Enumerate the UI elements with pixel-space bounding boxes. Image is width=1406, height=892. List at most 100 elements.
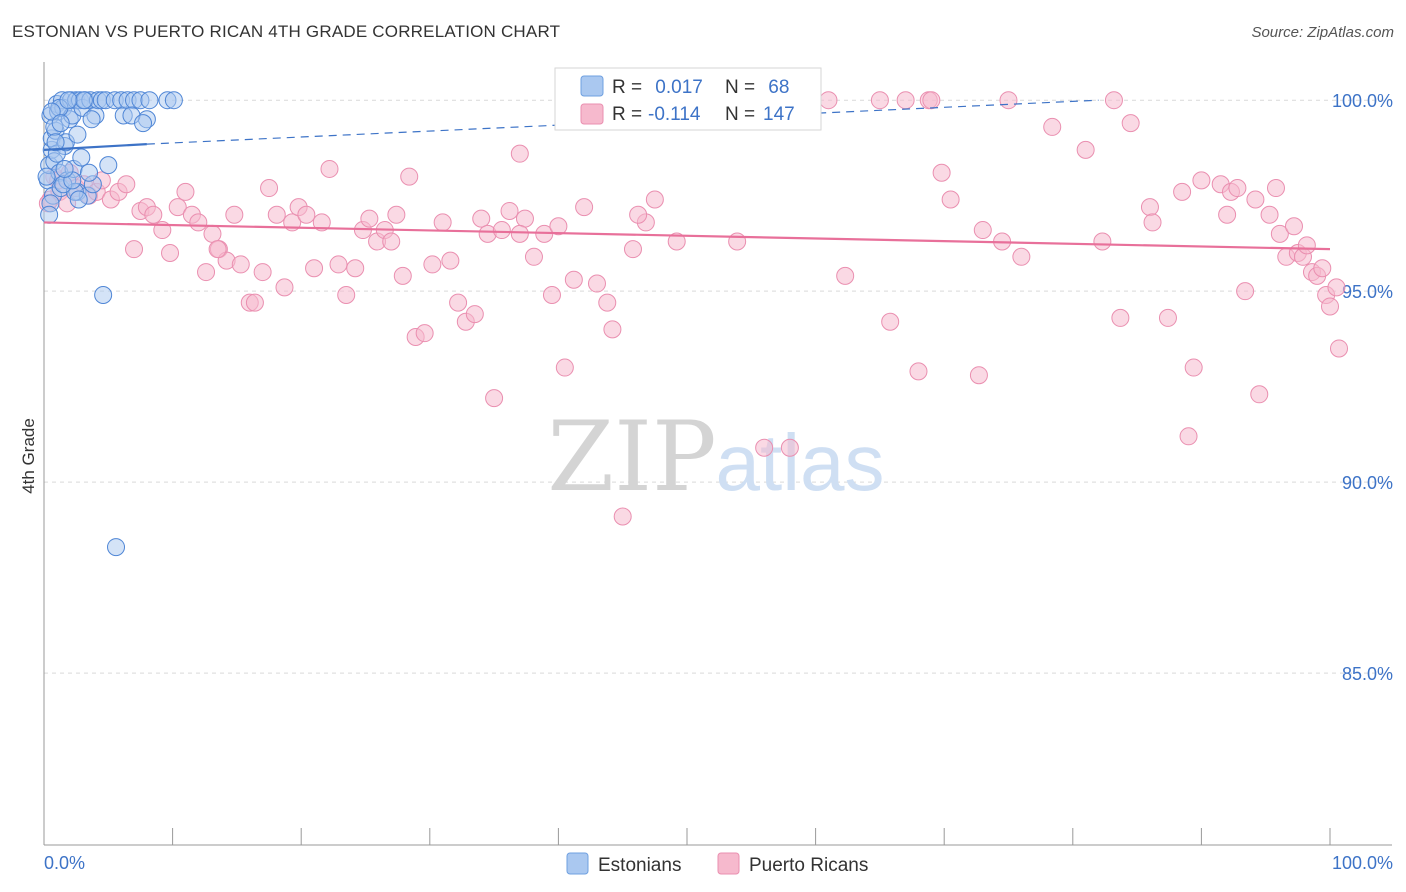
puerto-rican-point [189, 213, 208, 232]
legend-swatch-estonians [580, 75, 604, 97]
puerto-rican-point [231, 255, 250, 274]
puerto-rican-point [260, 179, 279, 198]
puerto-rican-point [465, 305, 484, 324]
puerto-rican-point [208, 240, 227, 259]
estonian-point [37, 167, 56, 186]
puerto-rican-point [1246, 190, 1265, 209]
legend-swatch-puerto-ricans [580, 103, 604, 125]
puerto-rican-point [492, 221, 511, 240]
bottom-legend-puerto-ricans: Puerto Ricans [749, 855, 868, 876]
puerto-rican-point [870, 91, 889, 110]
puerto-rican-point [603, 320, 622, 339]
watermark-atlas: atlas [716, 418, 885, 507]
puerto-rican-point [1192, 171, 1211, 190]
puerto-rican-point [275, 278, 294, 297]
puerto-rican-point [1111, 308, 1130, 327]
puerto-rican-point [415, 324, 434, 343]
estonian-point [55, 159, 74, 178]
puerto-rican-point [312, 213, 331, 232]
puerto-rican-point [1218, 205, 1237, 224]
puerto-rican-point [1270, 224, 1289, 243]
puerto-rican-point [329, 255, 348, 274]
puerto-rican-point [1313, 259, 1332, 278]
x-tick-label: 0.0% [44, 853, 85, 873]
puerto-rican-point [144, 205, 163, 224]
y-tick-label: 100.0% [1332, 91, 1393, 111]
puerto-rican-point [449, 293, 468, 312]
estonian-point [99, 156, 118, 175]
puerto-rican-point [969, 366, 988, 385]
puerto-rican-point [117, 175, 136, 194]
puerto-rican-point [441, 251, 460, 270]
watermark: ZIP atlas [547, 401, 884, 513]
bottom-legend-estonians: Estonians [598, 855, 681, 876]
puerto-rican-point [999, 91, 1018, 110]
y-axis-label: 4th Grade [19, 418, 38, 494]
puerto-rican-point [909, 362, 928, 381]
puerto-rican-point [515, 209, 534, 228]
estonian-point [94, 285, 113, 304]
puerto-rican-point [881, 312, 900, 331]
chart-title: ESTONIAN VS PUERTO RICAN 4TH GRADE CORRE… [12, 22, 561, 41]
estonian-point [46, 133, 65, 152]
puerto-rican-point [973, 221, 992, 240]
puerto-rican-point [598, 293, 617, 312]
puerto-rican-point [472, 209, 491, 228]
puerto-rican-point [1260, 205, 1279, 224]
puerto-rican-point [1158, 308, 1177, 327]
bottom-legend-swatch-puerto-ricans [717, 852, 740, 875]
puerto-rican-point [337, 285, 356, 304]
bottom-legend: Estonians Puerto Ricans [566, 852, 868, 876]
legend-n-label-1: N = [725, 77, 755, 98]
puerto-rican-point [1121, 114, 1140, 133]
chart-source: Source: ZipAtlas.com [1251, 24, 1394, 41]
puerto-rican-point [168, 198, 187, 217]
puerto-rican-point [382, 232, 401, 251]
puerto-rican-point [932, 163, 951, 182]
puerto-rican-point [267, 205, 286, 224]
puerto-rican-point [613, 507, 632, 526]
puerto-rican-point [1012, 247, 1031, 266]
puerto-rican-point [819, 91, 838, 110]
puerto-rican-point [1266, 179, 1285, 198]
puerto-rican-point [1143, 213, 1162, 232]
puerto-rican-point [1236, 282, 1255, 301]
puerto-rican-point [1076, 140, 1095, 159]
puerto-rican-point [203, 224, 222, 243]
puerto-rican-point [629, 205, 648, 224]
estonians-trend-line [43, 143, 147, 151]
puerto-rican-point [623, 240, 642, 259]
puerto-rican-point [1104, 91, 1123, 110]
legend: R = 0.017 N = 68 R = -0.114 N = 147 [554, 67, 822, 131]
estonian-point [82, 110, 101, 129]
puerto-rican-point [1140, 198, 1159, 217]
puerto-rican-point [1179, 427, 1198, 446]
puerto-rican-point [645, 190, 664, 209]
puerto-rican-point [755, 438, 774, 457]
puerto-rican-point [836, 266, 855, 285]
legend-r-label-1: R = [612, 77, 642, 98]
puerto-rican-point [393, 266, 412, 285]
legend-r-label-2: R = [612, 104, 642, 125]
puerto-rican-point [780, 438, 799, 457]
puerto-rican-point [197, 263, 216, 282]
puerto-rican-point [564, 270, 583, 289]
puerto-rican-point [1250, 385, 1269, 404]
puerto-rican-point [245, 293, 264, 312]
grid-layer [44, 99, 1392, 674]
legend-r-value-2: -0.114 [648, 104, 701, 125]
legend-n-value-1: 68 [763, 77, 789, 98]
puerto-rican-point [225, 205, 244, 224]
legend-n-value-2: 147 [763, 104, 795, 125]
puerto-rican-point [1228, 179, 1247, 198]
puerto-rican-point [542, 285, 561, 304]
puerto-rican-point [1321, 297, 1339, 316]
puerto-rican-point [423, 255, 442, 274]
puerto-rican-point [400, 167, 419, 186]
watermark-zip: ZIP [547, 401, 716, 513]
puerto-rican-point [728, 232, 747, 251]
estonian-point [134, 114, 153, 133]
puerto-rican-point [922, 91, 941, 110]
puerto-rican-point [524, 247, 543, 266]
puerto-rican-point [510, 224, 529, 243]
